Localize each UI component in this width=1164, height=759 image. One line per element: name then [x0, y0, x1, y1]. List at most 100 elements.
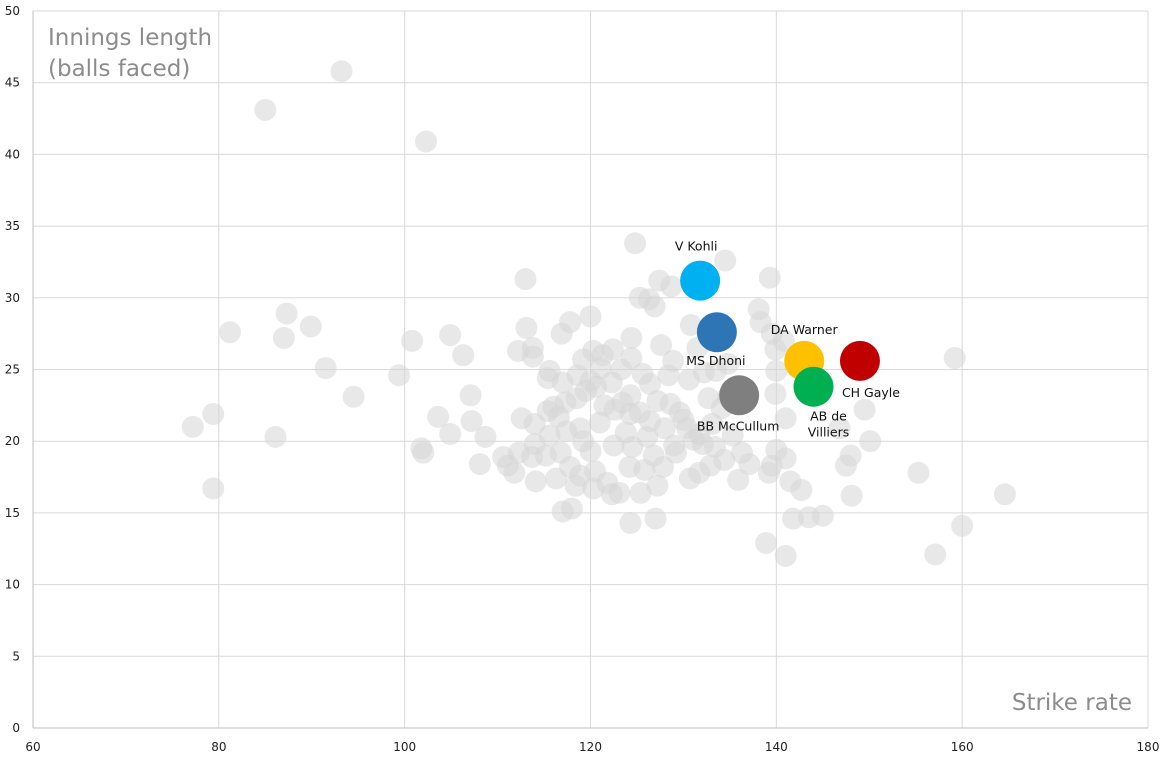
- background-point: [621, 435, 644, 458]
- background-point: [924, 543, 947, 566]
- x-axis-title: Strike rate: [1012, 690, 1132, 716]
- y-tick-label: 25: [5, 363, 20, 377]
- background-point: [503, 461, 526, 484]
- background-point: [755, 532, 778, 555]
- x-tick-label: 160: [951, 740, 974, 754]
- background-point: [564, 474, 587, 497]
- y-tick-label: 45: [5, 76, 20, 90]
- background-point: [459, 384, 482, 407]
- point-label: V Kohli: [675, 239, 718, 254]
- background-point: [663, 434, 686, 457]
- background-point: [299, 315, 322, 338]
- background-point: [839, 444, 862, 467]
- background-point: [401, 329, 424, 352]
- background-point: [758, 266, 781, 289]
- point-label: Villiers: [808, 425, 850, 440]
- background-point: [275, 302, 298, 325]
- background-point: [460, 410, 483, 433]
- background-point: [254, 98, 277, 121]
- background-point: [474, 425, 497, 448]
- background-point: [631, 362, 654, 385]
- background-point: [272, 326, 295, 349]
- highlighted-point: [839, 340, 880, 381]
- x-tick-label: 100: [393, 740, 416, 754]
- background-point: [579, 305, 602, 328]
- background-point: [492, 445, 515, 468]
- point-label: AB de: [810, 409, 847, 424]
- y-tick-label: 0: [12, 721, 20, 735]
- background-point: [672, 408, 695, 431]
- background-point: [619, 384, 642, 407]
- point-label: BB McCullum: [697, 418, 779, 433]
- background-point: [760, 454, 783, 477]
- x-tick-label: 140: [765, 740, 788, 754]
- background-point: [677, 368, 700, 391]
- background-points: [181, 60, 1016, 567]
- background-point: [828, 417, 851, 440]
- highlighted-point: [719, 375, 760, 416]
- point-label: DA Warner: [771, 322, 839, 337]
- background-point: [727, 468, 750, 491]
- background-point: [646, 474, 669, 497]
- background-point: [697, 387, 720, 410]
- y-axis-ticks: 0 5 10 15 20 25 30 35 40 45 50: [5, 4, 20, 735]
- background-point: [943, 347, 966, 370]
- background-point: [218, 321, 241, 344]
- background-point: [642, 444, 665, 467]
- background-point: [774, 544, 797, 567]
- y-tick-label: 20: [5, 434, 20, 448]
- background-point: [853, 398, 876, 421]
- background-point: [643, 295, 666, 318]
- background-point: [181, 415, 204, 438]
- background-point: [765, 359, 788, 382]
- background-point: [582, 477, 605, 500]
- background-point: [536, 367, 559, 390]
- y-tick-label: 30: [5, 291, 20, 305]
- y-tick-label: 50: [5, 4, 20, 18]
- y-tick-label: 35: [5, 219, 20, 233]
- background-point: [610, 358, 633, 381]
- background-point: [264, 425, 287, 448]
- background-point: [713, 448, 736, 471]
- background-point: [545, 467, 568, 490]
- background-point: [620, 326, 643, 349]
- background-point: [790, 478, 813, 501]
- x-tick-label: 60: [25, 740, 40, 754]
- y-tick-label: 5: [12, 649, 20, 663]
- background-point: [602, 434, 625, 457]
- background-point: [764, 382, 787, 405]
- background-point: [738, 453, 761, 476]
- y-tick-label: 15: [5, 506, 20, 520]
- background-point: [515, 316, 538, 339]
- background-point: [388, 364, 411, 387]
- y-axis-title-line-1: Innings length: [48, 25, 212, 51]
- background-point: [468, 453, 491, 476]
- background-point: [452, 344, 475, 367]
- background-point: [714, 249, 737, 272]
- background-point: [569, 417, 592, 440]
- background-point: [782, 507, 805, 530]
- x-axis-ticks: 60 80 100 120 140 160 180: [25, 740, 1159, 754]
- background-point: [653, 417, 676, 440]
- x-tick-label: 80: [211, 740, 226, 754]
- background-point: [415, 130, 438, 153]
- background-point: [559, 311, 582, 334]
- background-point: [601, 338, 624, 361]
- background-point: [314, 357, 337, 380]
- highlighted-point: [680, 260, 721, 301]
- background-point: [202, 402, 225, 425]
- y-tick-label: 40: [5, 147, 20, 161]
- background-point: [579, 440, 602, 463]
- background-point: [514, 268, 537, 291]
- background-point: [589, 357, 612, 380]
- background-point: [993, 483, 1016, 506]
- y-axis-title-line-2: (balls faced): [48, 56, 190, 82]
- background-point: [907, 461, 930, 484]
- background-point: [811, 504, 834, 527]
- background-point: [202, 477, 225, 500]
- background-point: [588, 411, 611, 434]
- background-point: [572, 348, 595, 371]
- x-tick-label: 180: [1137, 740, 1160, 754]
- background-point: [774, 407, 797, 430]
